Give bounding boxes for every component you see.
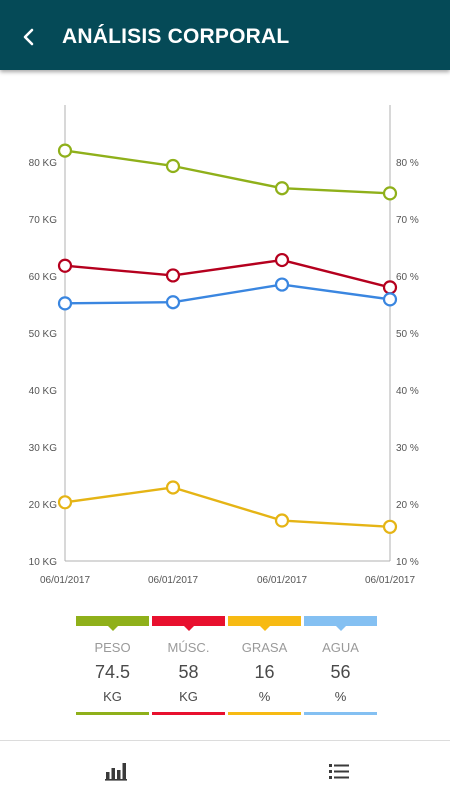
- stat-label: AGUA: [322, 640, 359, 655]
- chart-view-button[interactable]: [101, 757, 129, 785]
- y-tick-label-left: 10 KG: [29, 557, 58, 568]
- stat-underline: [152, 712, 225, 715]
- data-point: [274, 513, 290, 528]
- data-point: [382, 292, 398, 307]
- stat-color-bar: [228, 616, 301, 626]
- stat-value: 56: [330, 662, 351, 682]
- line-chart: 10 KG 20 KG 30 KG 40 KG 50 KG 60 KG 70 KG 80 KG…: [29, 105, 419, 586]
- stat-notch: [108, 626, 118, 631]
- x-tick-label: 06/01/2017: [365, 575, 415, 586]
- y-tick-label-right: 30 %: [396, 443, 419, 454]
- stat-notch: [184, 626, 194, 631]
- data-point: [382, 280, 398, 295]
- data-point: [57, 495, 73, 510]
- stat-underline: [304, 712, 377, 715]
- x-tick-label: 06/01/2017: [148, 575, 198, 586]
- series-line: [64, 486, 391, 528]
- y-tick-label-right: 50 %: [396, 329, 419, 340]
- body-analysis-chart: 10 KG 20 KG 30 KG 40 KG 50 KG 60 KG 70 KG 80 KG…: [0, 70, 450, 600]
- y-tick-label-left: 70 KG: [29, 215, 58, 226]
- y-tick-label-right: 40 %: [396, 386, 419, 397]
- stat-color-bar: [152, 616, 225, 626]
- chevron-left-icon: [23, 28, 34, 46]
- stat-notch: [336, 626, 346, 631]
- stat-unit: KG: [179, 689, 198, 704]
- series-line: [64, 149, 391, 195]
- list-icon: [329, 764, 349, 779]
- bar-chart-icon: [105, 763, 127, 781]
- stat-underline: [228, 712, 301, 715]
- data-point: [274, 252, 290, 268]
- stat-label: MÚSC.: [167, 640, 210, 655]
- app-bar: ANÁLISIS CORPORAL: [0, 0, 450, 70]
- y-tick-label-left: 80 KG: [29, 158, 58, 169]
- y-tick-label-right: 60 %: [396, 272, 419, 283]
- stat-value: 58: [178, 662, 199, 682]
- y-tick-label-left: 20 KG: [29, 500, 58, 511]
- stat-agua: AGUA 56 %: [304, 616, 377, 716]
- stat-peso: PESO 74.5 KG: [76, 616, 149, 716]
- data-point: [57, 258, 73, 273]
- data-point: [165, 480, 181, 495]
- y-tick-label-left: 30 KG: [29, 443, 58, 454]
- series-line: [64, 258, 391, 289]
- data-point: [165, 158, 181, 174]
- data-point: [57, 296, 73, 311]
- data-point: [165, 268, 181, 283]
- stat-color-bar: [304, 616, 377, 626]
- stat-label: PESO: [94, 640, 131, 655]
- y-tick-label-right: 20 %: [396, 500, 419, 511]
- stat-value: 74.5: [94, 662, 131, 682]
- y-tick-label-left: 60 KG: [29, 272, 58, 283]
- data-point: [165, 295, 181, 310]
- y-tick-label-left: 40 KG: [29, 386, 58, 397]
- stat-value: 16: [254, 662, 275, 682]
- stat-musc: MÚSC. 58 KG: [152, 616, 225, 716]
- data-point: [382, 519, 398, 534]
- stat-label: GRASA: [241, 640, 288, 655]
- data-point: [382, 186, 398, 201]
- page-title: ANÁLISIS CORPORAL: [62, 25, 290, 48]
- back-button[interactable]: [14, 22, 44, 52]
- stat-color-bar: [76, 616, 149, 626]
- stat-underline: [76, 712, 149, 715]
- stat-unit: KG: [103, 689, 122, 704]
- stat-grasa: GRASA 16 %: [228, 616, 301, 716]
- x-tick-label: 06/01/2017: [257, 575, 307, 586]
- y-tick-label-right: 10 %: [396, 557, 419, 568]
- series-line: [64, 283, 391, 305]
- data-point: [274, 277, 290, 292]
- list-view-button[interactable]: [325, 757, 353, 785]
- x-tick-label: 06/01/2017: [40, 575, 90, 586]
- stat-notch: [260, 626, 270, 631]
- summary-stats: PESO 74.5 KG MÚSC. 58 KG GRASA 16 % AGUA…: [76, 616, 377, 716]
- stat-unit: %: [334, 689, 347, 704]
- stat-unit: %: [258, 689, 271, 704]
- y-tick-label-right: 80 %: [396, 158, 419, 169]
- data-point: [274, 181, 290, 196]
- y-tick-label-left: 50 KG: [29, 329, 58, 340]
- bottom-navigation: [0, 740, 450, 800]
- y-tick-label-right: 70 %: [396, 215, 419, 226]
- data-point: [57, 143, 73, 158]
